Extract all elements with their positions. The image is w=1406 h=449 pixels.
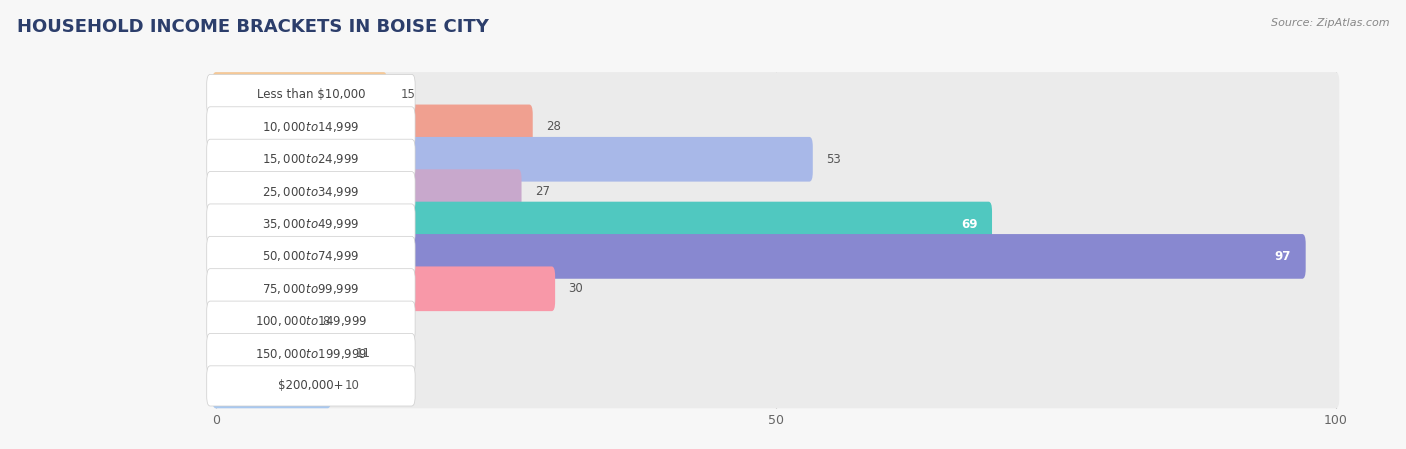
FancyBboxPatch shape — [207, 107, 415, 147]
FancyBboxPatch shape — [212, 72, 1340, 117]
FancyBboxPatch shape — [212, 234, 1306, 279]
FancyBboxPatch shape — [212, 169, 522, 214]
FancyBboxPatch shape — [212, 202, 1340, 247]
Text: $150,000 to $199,999: $150,000 to $199,999 — [254, 347, 367, 361]
FancyBboxPatch shape — [207, 334, 415, 374]
FancyBboxPatch shape — [212, 234, 1340, 279]
FancyBboxPatch shape — [212, 299, 1340, 343]
Text: 8: 8 — [322, 315, 329, 328]
FancyBboxPatch shape — [212, 331, 1340, 376]
Text: 27: 27 — [534, 185, 550, 198]
FancyBboxPatch shape — [212, 364, 1340, 408]
Text: $25,000 to $34,999: $25,000 to $34,999 — [262, 185, 360, 198]
Text: 97: 97 — [1275, 250, 1291, 263]
FancyBboxPatch shape — [212, 202, 993, 247]
Text: $100,000 to $149,999: $100,000 to $149,999 — [254, 314, 367, 328]
FancyBboxPatch shape — [212, 266, 1340, 311]
FancyBboxPatch shape — [212, 364, 330, 408]
Text: $35,000 to $49,999: $35,000 to $49,999 — [262, 217, 360, 231]
FancyBboxPatch shape — [212, 105, 533, 149]
Text: $75,000 to $99,999: $75,000 to $99,999 — [262, 282, 360, 296]
Text: 53: 53 — [827, 153, 841, 166]
FancyBboxPatch shape — [212, 169, 1340, 214]
Text: 15: 15 — [401, 88, 415, 101]
Text: Less than $10,000: Less than $10,000 — [257, 88, 366, 101]
FancyBboxPatch shape — [207, 204, 415, 244]
Text: $50,000 to $74,999: $50,000 to $74,999 — [262, 249, 360, 264]
FancyBboxPatch shape — [207, 139, 415, 179]
FancyBboxPatch shape — [207, 269, 415, 309]
FancyBboxPatch shape — [212, 331, 342, 376]
Text: $15,000 to $24,999: $15,000 to $24,999 — [262, 152, 360, 166]
Text: 30: 30 — [568, 282, 583, 295]
Text: 28: 28 — [546, 120, 561, 133]
Text: $10,000 to $14,999: $10,000 to $14,999 — [262, 120, 360, 134]
FancyBboxPatch shape — [212, 72, 387, 117]
FancyBboxPatch shape — [212, 266, 555, 311]
FancyBboxPatch shape — [207, 236, 415, 277]
FancyBboxPatch shape — [207, 366, 415, 406]
Text: 10: 10 — [344, 379, 360, 392]
FancyBboxPatch shape — [207, 301, 415, 341]
Text: 69: 69 — [960, 217, 977, 230]
Text: Source: ZipAtlas.com: Source: ZipAtlas.com — [1271, 18, 1389, 28]
FancyBboxPatch shape — [212, 299, 309, 343]
FancyBboxPatch shape — [212, 137, 813, 181]
Text: 11: 11 — [356, 347, 371, 360]
FancyBboxPatch shape — [207, 172, 415, 212]
Text: $200,000+: $200,000+ — [278, 379, 343, 392]
FancyBboxPatch shape — [212, 137, 1340, 181]
FancyBboxPatch shape — [207, 75, 415, 114]
Text: HOUSEHOLD INCOME BRACKETS IN BOISE CITY: HOUSEHOLD INCOME BRACKETS IN BOISE CITY — [17, 18, 489, 36]
FancyBboxPatch shape — [212, 105, 1340, 149]
